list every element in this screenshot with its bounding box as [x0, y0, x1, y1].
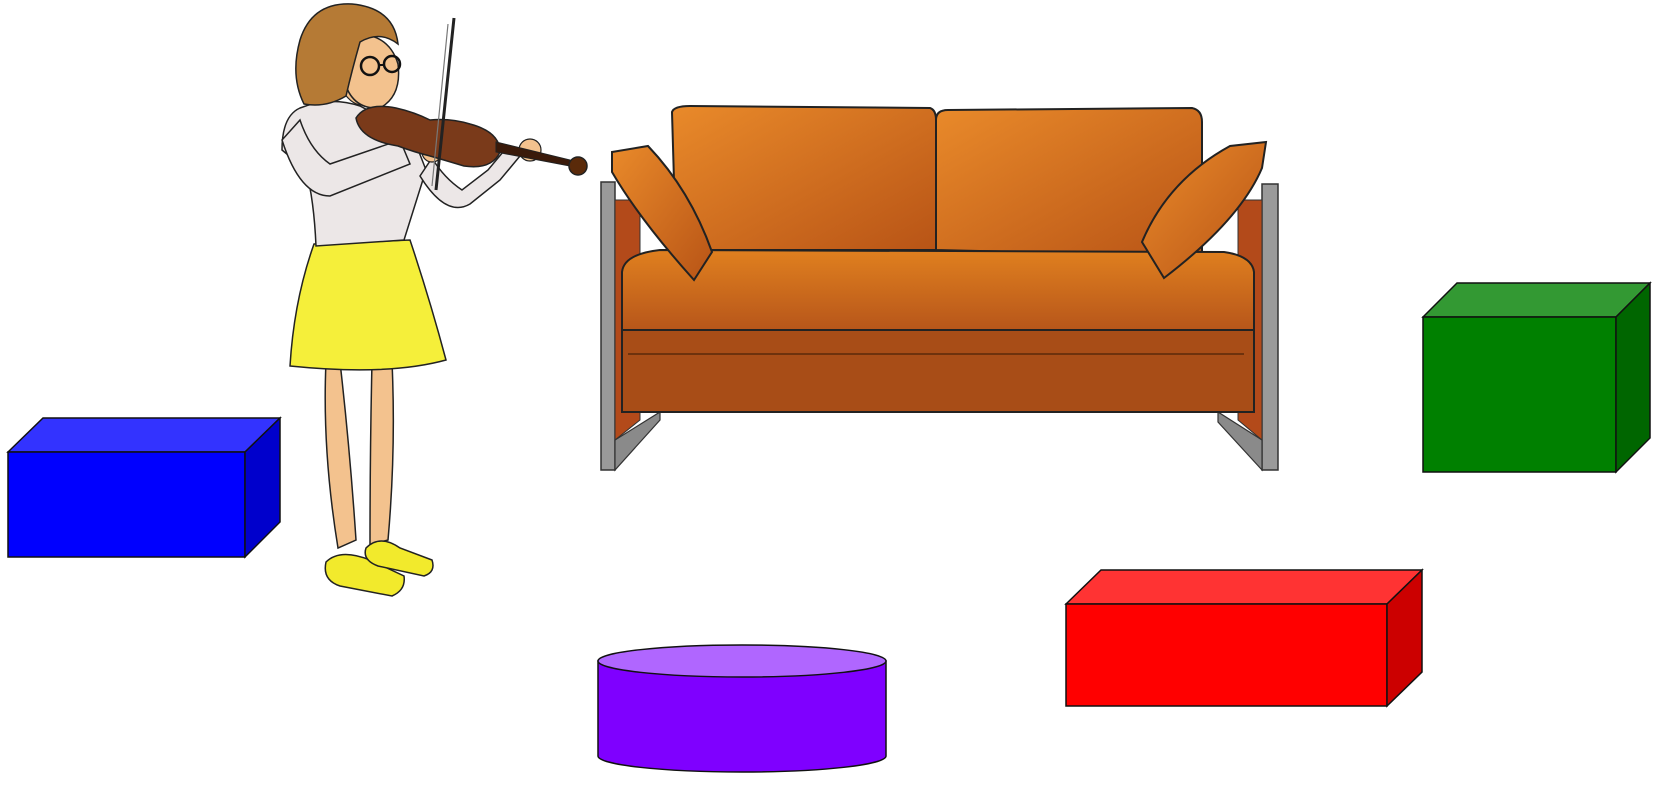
violin [355, 105, 588, 176]
red-box [1064, 568, 1424, 708]
green-box [1421, 281, 1652, 474]
violin-bow [431, 17, 456, 191]
sofa [600, 104, 1279, 472]
glasses [359, 54, 402, 77]
violinist [281, 3, 588, 597]
blue-box [6, 416, 282, 559]
purple-cylinder [597, 644, 887, 773]
